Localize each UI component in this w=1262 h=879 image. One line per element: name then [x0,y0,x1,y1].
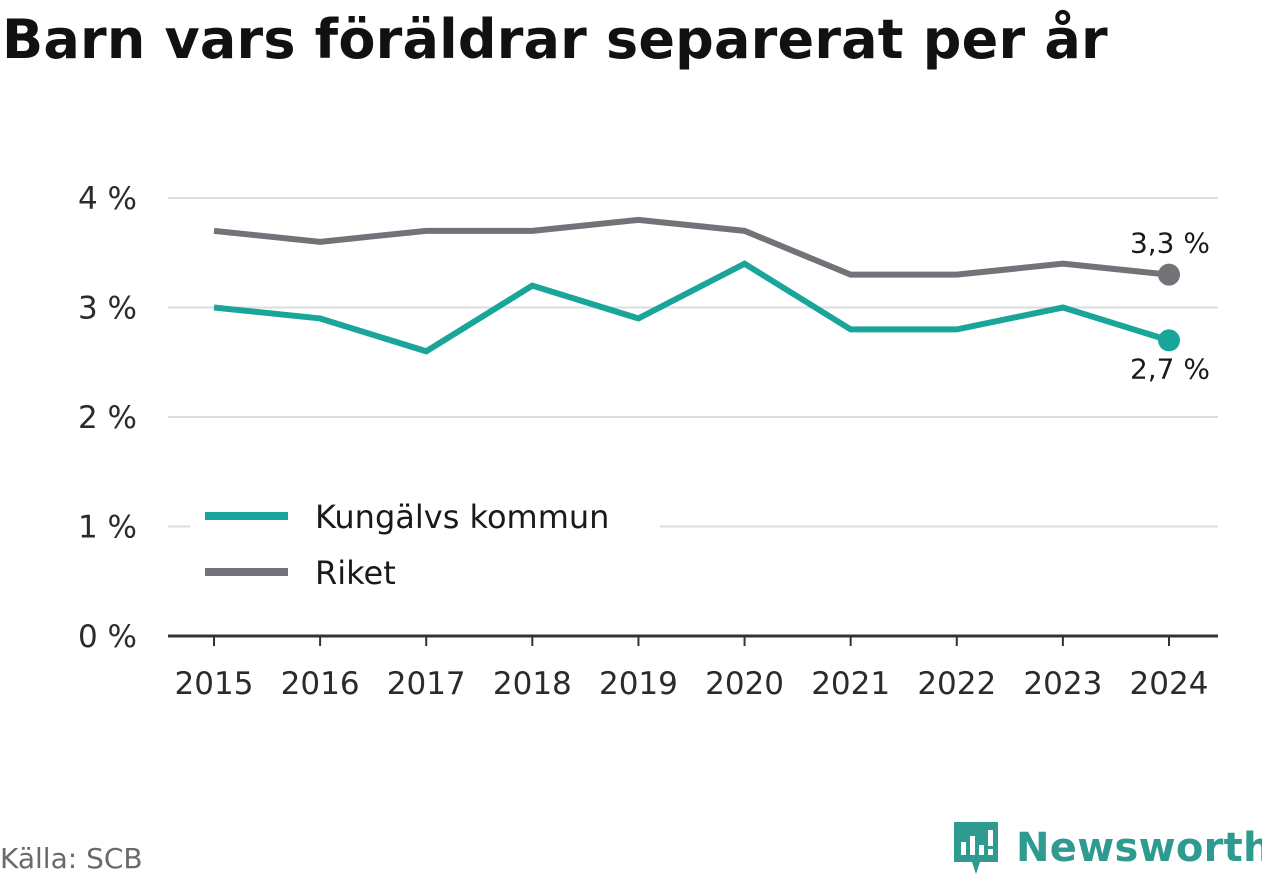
newsworthy-logo-icon [954,822,998,874]
y-tick-label: 3 % [78,291,137,327]
brand-logo: Newsworthy [950,818,1262,878]
x-tick-label: 2022 [917,666,996,702]
x-tick-label: 2017 [387,666,466,702]
series-line [213,216,1170,278]
x-tick-label: 2023 [1023,666,1102,702]
axes: 0 % 1 % 2 % 3 % 4 % 2015 2016 2017 2018 2019 2020 2… [78,181,1218,702]
x-tick-label: 2019 [599,666,678,702]
x-tick-label: 2016 [281,666,360,702]
series-line [213,260,1170,355]
y-tick-label: 2 % [78,400,137,436]
brand-name: Newsworthy [1016,825,1262,871]
end-value-label: 2,7 % [1130,352,1210,385]
x-tick-label: 2020 [705,666,784,702]
legend-label: Riket [315,554,396,592]
y-tick-label: 1 % [78,510,137,546]
x-tick-label: 2018 [493,666,572,702]
data-labels: 2,7 % 3,3 % [1130,227,1210,386]
end-point-marker [1158,263,1180,286]
gridlines [168,197,1218,528]
end-value-label: 3,3 % [1130,227,1210,260]
line-chart: 0 % 1 % 2 % 3 % 4 % 2015 2016 2017 2018 2019 2020 2… [78,181,1218,702]
y-tick-label: 0 % [78,619,137,655]
series [213,216,1180,355]
legend: Kungälvs kommun Riket [190,490,660,600]
x-tick-label: 2015 [175,666,254,702]
y-tick-label: 4 % [78,181,137,217]
legend-label: Kungälvs kommun [315,498,609,536]
legend-background [190,490,660,600]
x-tick-label: 2024 [1130,666,1209,702]
x-tick-label: 2021 [811,666,890,702]
chart-title: Barn vars föräldrar separerat per år [2,8,1108,71]
source-note: Källa: SCB [0,842,143,875]
end-point-marker [1158,329,1180,352]
